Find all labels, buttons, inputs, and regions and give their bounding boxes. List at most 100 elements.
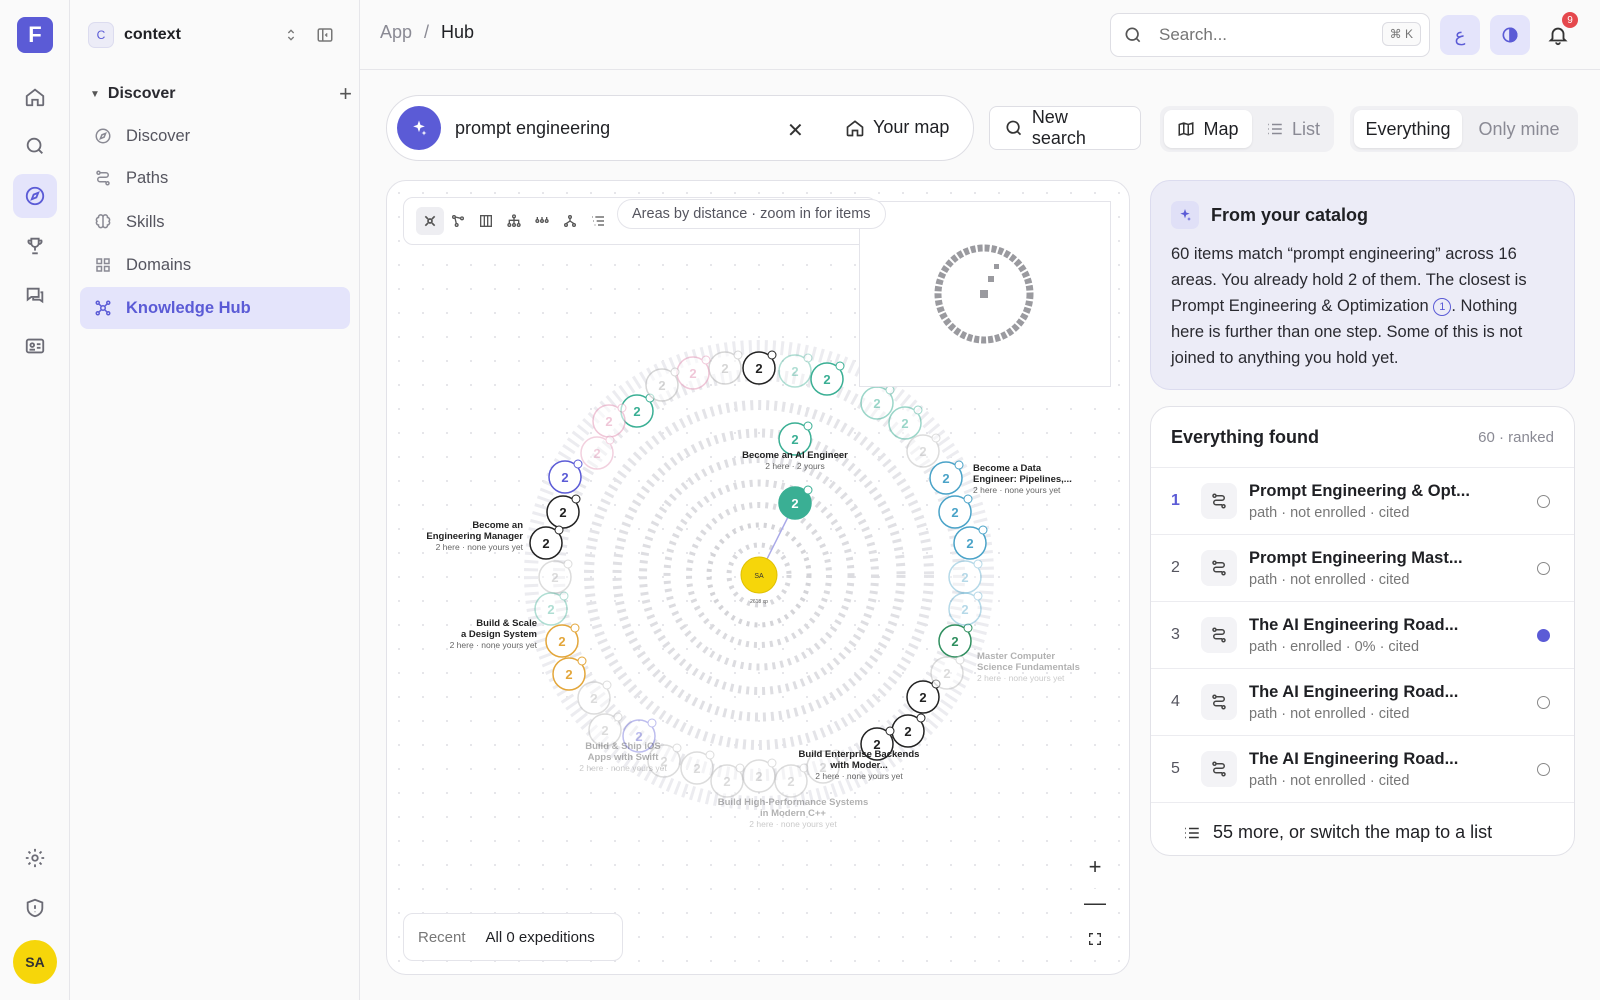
map-node[interactable]: 2 [680,750,715,785]
sidebar-item-discover[interactable]: Discover [80,115,350,157]
map-node[interactable]: 2 [622,718,657,753]
collapse-sidebar-icon[interactable] [316,26,334,44]
map-node[interactable]: 2 [953,525,988,560]
expeditions-label[interactable]: All 0 expeditions [485,928,595,946]
map-node[interactable]: 2 [620,393,655,428]
result-select-radio[interactable] [1537,629,1550,642]
closest-item-badge[interactable]: 1 [1433,297,1452,316]
home-button[interactable] [13,75,57,119]
query-text[interactable]: prompt engineering [455,118,611,138]
result-row[interactable]: 4 The AI Engineering Road... path · not en… [1151,668,1574,735]
result-select-radio[interactable] [1537,562,1550,575]
notifications-button[interactable] [1538,15,1578,55]
map-node[interactable]: 2 [810,361,845,396]
only-mine-button[interactable]: Only mine [1478,118,1560,139]
app-logo[interactable]: F [17,17,53,53]
map-node[interactable]: 2 [708,350,743,385]
you-node[interactable] [740,556,778,594]
map-node[interactable]: 2 [929,460,964,495]
profile-card-button[interactable] [13,324,57,368]
language-button[interactable]: ع [1440,15,1480,55]
map-node[interactable]: 2 [938,623,973,658]
map-node[interactable]: 2 [860,385,895,420]
discover-button[interactable] [13,174,57,218]
result-row[interactable]: 1 Prompt Engineering & Opt... path · not e… [1151,467,1574,534]
breadcrumb-app[interactable]: App [380,22,413,42]
map-node[interactable]: 2 [546,494,581,529]
zoom-out-button[interactable]: — [1078,889,1112,917]
map-node[interactable]: 2 [906,433,941,468]
achievements-button[interactable] [13,224,57,268]
sidebar-item-skills[interactable]: Skills [80,201,350,243]
map-node[interactable]: 2 [548,459,583,494]
user-avatar[interactable]: SA [13,940,57,984]
ai-sparkle-button[interactable] [397,106,441,150]
workspace-switcher[interactable]: C context [88,20,343,50]
clear-query-button[interactable]: ✕ [787,120,804,142]
search-input[interactable] [1159,25,1359,45]
map-node[interactable]: 2 [538,559,573,594]
map-minimap[interactable] [859,201,1111,387]
result-select-radio[interactable] [1537,495,1550,508]
sidebar-item-domains[interactable]: Domains [80,244,350,286]
map-node[interactable]: 2 [906,679,941,714]
global-search[interactable]: ⌘ K [1110,13,1430,57]
security-button[interactable] [13,886,57,930]
map-node[interactable]: 2 [645,367,680,402]
map-node[interactable]: 2 [806,749,841,784]
sidebar-item-knowledge-hub[interactable]: Knowledge Hub [80,287,350,329]
map-node[interactable]: 2 [577,680,612,715]
list-view-button[interactable]: List [1256,110,1330,148]
recent-label[interactable]: Recent [418,928,466,946]
more-results-link[interactable]: 55 more, or switch the map to a list [1151,802,1574,855]
layout-list-button[interactable] [584,207,612,235]
layout-columns-button[interactable] [472,207,500,235]
map-node[interactable]: 2 [592,403,627,438]
result-select-radio[interactable] [1537,696,1550,709]
discover-section-header[interactable]: ▼ Discover + [90,81,352,106]
result-select-radio[interactable] [1537,763,1550,776]
map-node[interactable]: 2 [778,485,813,520]
map-node[interactable]: 2 [588,712,623,747]
theme-toggle-button[interactable] [1490,15,1530,55]
layout-timeline-button[interactable] [528,207,556,235]
map-node[interactable]: 2 [580,435,615,470]
map-node[interactable]: 2 [676,355,711,390]
map-node[interactable]: 2 [948,559,983,594]
map-node[interactable]: 2 [710,763,745,798]
map-node[interactable]: 2 [552,656,587,691]
new-search-button[interactable]: New search [989,106,1141,150]
map-node[interactable]: 2 [545,623,580,658]
layout-radial-button[interactable] [416,207,444,235]
map-node[interactable]: 2 [778,421,813,456]
result-row[interactable]: 5 The AI Engineering Road... path · not en… [1151,735,1574,802]
map-node[interactable]: 2 [534,591,569,626]
map-node[interactable]: 2 [891,713,926,748]
layout-force-button[interactable] [444,207,472,235]
map-node[interactable]: 2 [938,494,973,529]
map-node[interactable]: 2 [888,405,923,440]
add-icon[interactable]: + [339,81,352,106]
everything-button[interactable]: Everything [1354,110,1462,148]
map-node[interactable]: 2 [948,591,983,626]
map-node[interactable]: 2 [529,525,564,560]
result-row[interactable]: 3 The AI Engineering Road... path · enroll… [1151,601,1574,668]
map-node[interactable]: 2 [647,743,682,778]
layout-branch-button[interactable] [556,207,584,235]
search-button[interactable] [13,124,57,168]
zoom-in-button[interactable]: + [1078,853,1112,881]
fit-view-button[interactable] [1078,925,1112,953]
layout-tree-button[interactable] [500,207,528,235]
map-node[interactable]: 2 [742,350,777,385]
map-view-button[interactable]: Map [1164,110,1252,148]
map-node[interactable]: 2 [742,758,777,793]
